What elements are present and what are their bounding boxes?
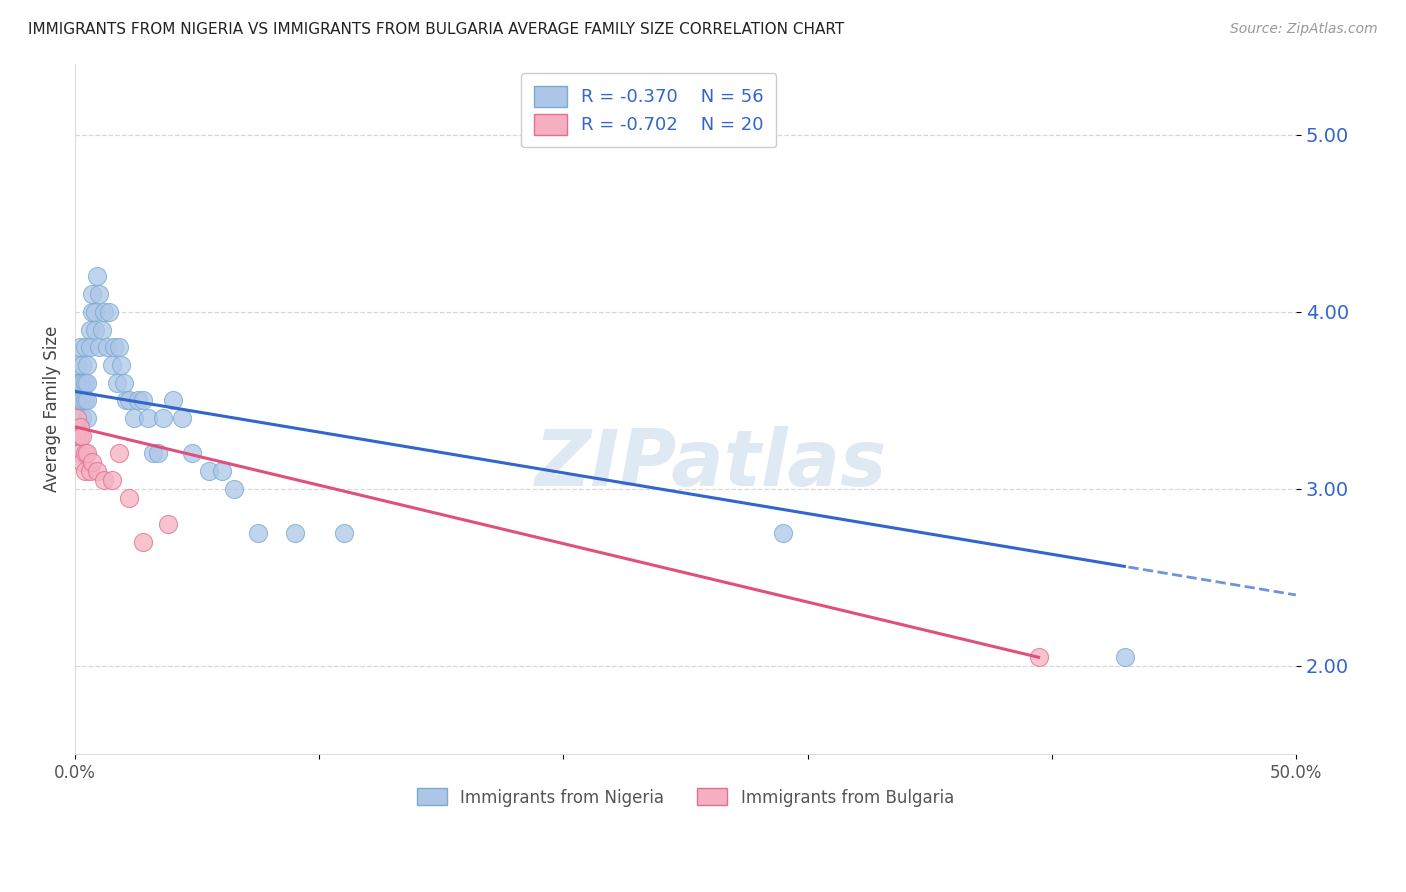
Point	[98, 305, 121, 319]
Point	[115, 393, 138, 408]
Point	[211, 464, 233, 478]
Point	[93, 473, 115, 487]
Point	[79, 464, 101, 478]
Point	[69, 340, 91, 354]
Point	[108, 340, 131, 354]
Point	[82, 455, 104, 469]
Point	[86, 464, 108, 478]
Point	[112, 376, 135, 390]
Point	[83, 305, 105, 319]
Point	[132, 534, 155, 549]
Point	[181, 446, 204, 460]
Point	[136, 411, 159, 425]
Point	[76, 358, 98, 372]
Point	[69, 420, 91, 434]
Point	[110, 358, 132, 372]
Point	[222, 482, 245, 496]
Point	[146, 446, 169, 460]
Point	[73, 464, 96, 478]
Point	[100, 473, 122, 487]
Point	[772, 526, 794, 541]
Point	[198, 464, 221, 478]
Point	[96, 340, 118, 354]
Point	[142, 446, 165, 460]
Text: Source: ZipAtlas.com: Source: ZipAtlas.com	[1230, 22, 1378, 37]
Point	[72, 376, 94, 390]
Point	[66, 428, 89, 442]
Point	[69, 446, 91, 460]
Point	[72, 411, 94, 425]
Point	[93, 305, 115, 319]
Point	[76, 376, 98, 390]
Point	[100, 358, 122, 372]
Point	[247, 526, 270, 541]
Point	[172, 411, 194, 425]
Point	[89, 340, 111, 354]
Y-axis label: Average Family Size: Average Family Size	[44, 326, 60, 492]
Point	[332, 526, 354, 541]
Point	[66, 393, 89, 408]
Point	[73, 376, 96, 390]
Point	[128, 393, 150, 408]
Point	[103, 340, 125, 354]
Point	[90, 322, 112, 336]
Point	[108, 446, 131, 460]
Point	[1114, 649, 1136, 664]
Point	[118, 491, 141, 505]
Point	[69, 376, 91, 390]
Point	[69, 428, 91, 442]
Point	[82, 305, 104, 319]
Point	[76, 446, 98, 460]
Point	[118, 393, 141, 408]
Point	[66, 358, 89, 372]
Point	[73, 446, 96, 460]
Point	[82, 287, 104, 301]
Point	[72, 393, 94, 408]
Point	[89, 287, 111, 301]
Point	[76, 411, 98, 425]
Point	[284, 526, 307, 541]
Point	[73, 340, 96, 354]
Point	[72, 358, 94, 372]
Point	[73, 393, 96, 408]
Point	[66, 411, 89, 425]
Point	[86, 269, 108, 284]
Point	[156, 517, 179, 532]
Point	[76, 393, 98, 408]
Point	[105, 376, 128, 390]
Point	[79, 322, 101, 336]
Point	[66, 376, 89, 390]
Point	[79, 340, 101, 354]
Point	[72, 455, 94, 469]
Point	[83, 322, 105, 336]
Point	[132, 393, 155, 408]
Point	[122, 411, 145, 425]
Point	[1028, 649, 1050, 664]
Point	[69, 393, 91, 408]
Text: ZIPatlas: ZIPatlas	[534, 426, 886, 502]
Point	[152, 411, 174, 425]
Legend: Immigrants from Nigeria, Immigrants from Bulgaria: Immigrants from Nigeria, Immigrants from…	[409, 780, 962, 815]
Point	[72, 428, 94, 442]
Text: IMMIGRANTS FROM NIGERIA VS IMMIGRANTS FROM BULGARIA AVERAGE FAMILY SIZE CORRELAT: IMMIGRANTS FROM NIGERIA VS IMMIGRANTS FR…	[28, 22, 845, 37]
Point	[162, 393, 184, 408]
